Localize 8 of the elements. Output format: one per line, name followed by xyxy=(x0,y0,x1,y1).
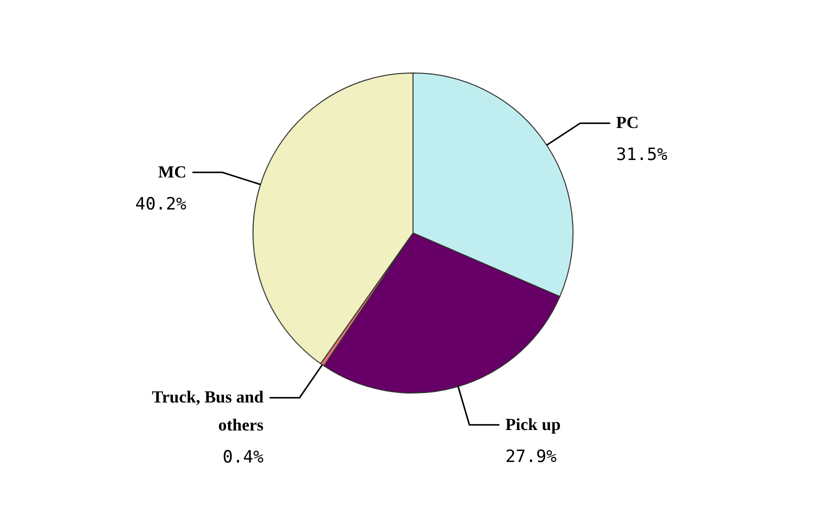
data-label: 40.2% xyxy=(135,194,186,214)
slice-label: Truck, Bus and others xyxy=(152,388,264,435)
data-label: 31.5% xyxy=(616,145,668,166)
slice-label: PC xyxy=(616,113,639,132)
slice-label: MC xyxy=(158,162,186,182)
data-label: 27.9% xyxy=(505,446,557,467)
slice-label: Pick up xyxy=(505,414,561,434)
data-label: 0.4% xyxy=(222,448,264,468)
